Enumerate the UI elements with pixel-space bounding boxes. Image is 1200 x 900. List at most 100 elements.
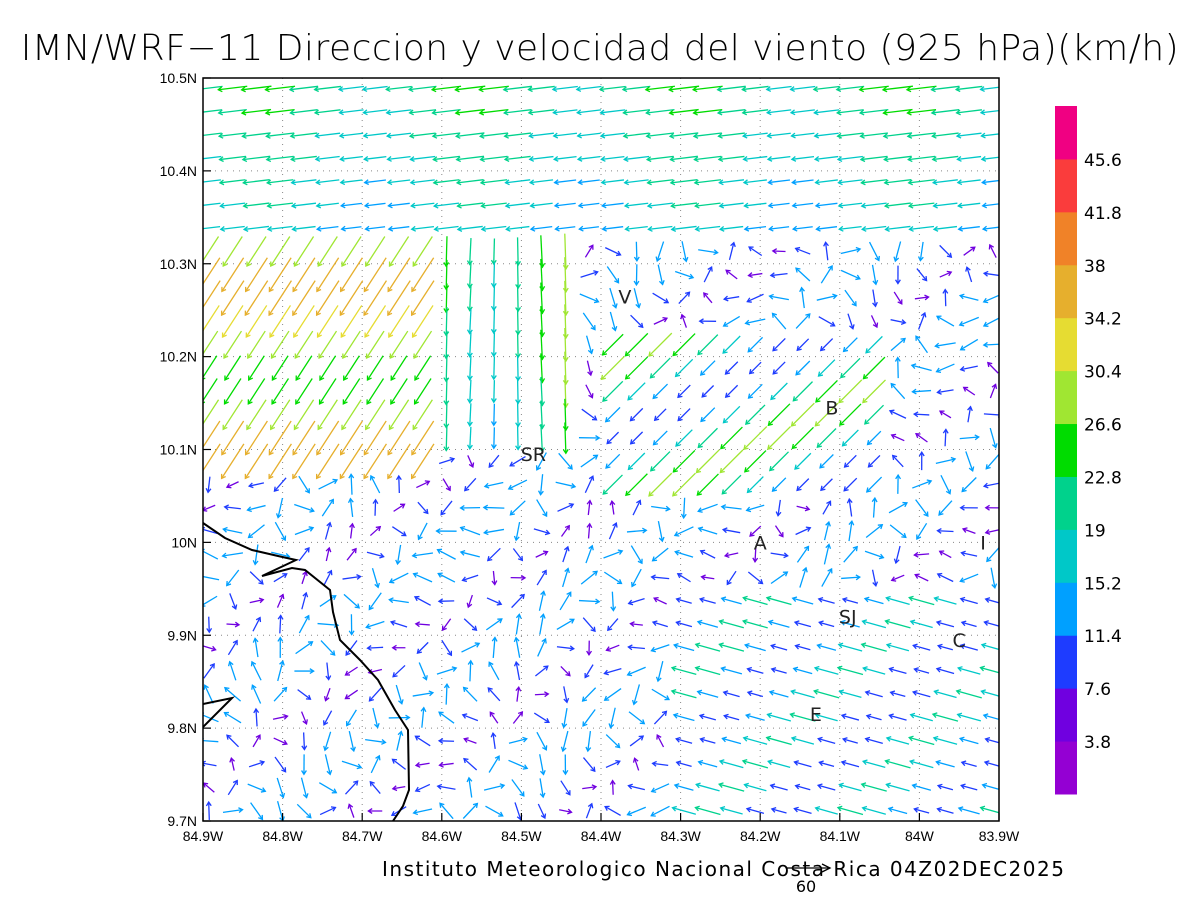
wind-arrow [840,713,860,721]
wind-arrow [795,526,812,536]
wind-arrow [537,803,547,820]
wind-arrow [276,801,285,821]
lon-tick-label: 84.6W [422,828,463,844]
wind-arrow [646,179,674,186]
wind-arrow [340,257,363,293]
wind-arrow [956,179,981,186]
wind-arrow [556,645,575,652]
wind-arrow [461,713,479,722]
wind-arrow [412,572,433,583]
wind-arrow [958,293,979,301]
wind-arrow [223,504,241,511]
wind-arrow [790,155,815,162]
lon-tick-label: 84.9W [183,828,224,844]
wind-arrow [793,760,812,768]
wind-arrow [413,330,433,360]
wind-arrow [862,666,886,675]
wind-arrow [220,443,245,480]
colorbar-segment [1055,423,1077,477]
wind-arrow [466,379,473,404]
wind-arrow [981,225,999,232]
wind-arrow [463,757,478,771]
wind-arrow [720,426,743,450]
wind-arrow [674,549,694,558]
wind-arrow [502,85,532,93]
wind-arrow [489,711,499,724]
wind-arrow [979,109,999,116]
wind-arrow [560,780,571,796]
wind-arrow [203,236,220,266]
wind-arrow [955,132,982,139]
wind-arrow [959,504,978,511]
wind-arrow [605,734,621,749]
wind-arrow [226,569,240,587]
wind-arrow [744,450,767,473]
wind-arrow [790,132,815,139]
wind-arrow [407,85,437,93]
colorbar-segment [1055,106,1077,160]
wind-arrow [369,474,381,494]
wind-arrow [746,690,764,698]
wind-arrow [252,616,262,632]
wind-arrow [792,381,813,402]
wind-arrow [770,571,789,585]
wind-arrow [289,132,318,139]
wind-arrow [229,756,235,771]
wind-arrow [862,379,886,404]
wind-arrow [443,377,450,406]
wind-arrow [673,643,695,652]
lon-tick-label: 84.8W [262,828,303,844]
wind-arrow [767,426,791,450]
colorbar-label: 30.4 [1084,363,1122,383]
wind-arrow [722,295,740,302]
wind-arrow [551,85,578,93]
wind-arrow [774,525,784,538]
wind-arrow [724,384,739,399]
wind-arrow [980,155,999,162]
wind-arrow [645,108,675,116]
wind-arrow [752,547,759,563]
wind-arrow [981,179,999,186]
wind-arrow [529,202,553,209]
wind-arrow [490,380,497,404]
wind-arrow [391,785,406,792]
wind-arrow [767,179,791,186]
wind-arrow [483,481,504,489]
wind-arrow [242,202,270,209]
wind-arrow [575,85,602,93]
wind-arrow [269,305,292,339]
wind-arrow [562,567,570,588]
wind-arrow [913,667,930,674]
lat-tick-label: 10.2N [160,349,197,365]
wind-arrow [414,761,430,768]
wind-arrow [907,179,935,186]
wind-arrow [914,573,929,582]
wind-arrow [882,108,913,116]
wind-arrow [814,402,839,427]
wind-arrow [295,355,313,381]
wind-arrow [344,780,359,795]
wind-arrow [718,619,744,629]
wind-arrow [339,280,364,317]
wind-arrow [386,155,411,162]
wind-arrow [387,225,410,232]
wind-arrow [862,356,886,380]
wind-arrow [270,236,291,268]
wind-arrow [508,736,528,744]
wind-arrow [479,179,508,186]
lat-tick-label: 10.3N [160,256,197,272]
place-label: I [980,532,986,554]
wind-arrow [648,332,673,357]
wind-arrow [844,289,857,307]
wind-arrow [888,501,908,514]
wind-arrow [218,179,246,186]
wind-arrow [864,690,883,698]
wind-arrow [247,330,266,360]
wind-arrow [728,241,736,261]
wind-arrow [339,443,364,480]
wind-arrow [677,384,691,399]
wind-arrow [315,202,339,209]
wind-arrow [242,179,270,186]
wind-arrow [913,807,930,814]
wind-arrow [363,280,388,317]
